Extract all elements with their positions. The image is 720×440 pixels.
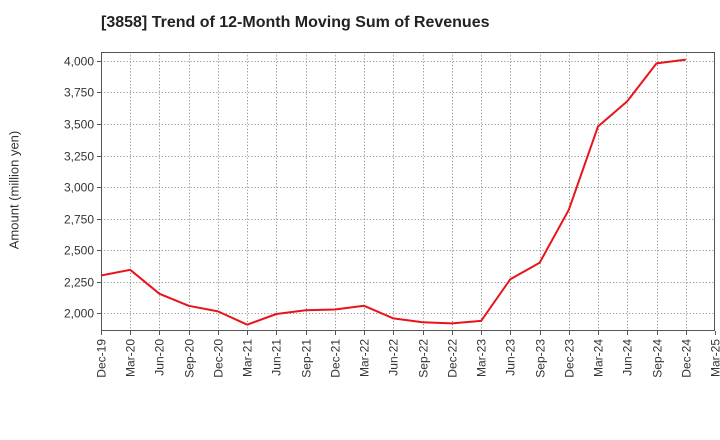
x-tick-label: Jun-21 [270, 339, 284, 376]
y-tick-label: 2,000 [64, 307, 94, 321]
x-tick-label: Dec-20 [212, 339, 226, 378]
x-tick-label: Mar-24 [592, 339, 606, 377]
x-tick-label: Sep-20 [183, 339, 197, 378]
x-tick-label: Sep-23 [534, 339, 548, 378]
y-tick-label: 2,750 [64, 213, 94, 227]
x-tick-label: Mar-22 [358, 339, 372, 377]
y-tick-label: 4,000 [64, 55, 94, 69]
x-tick-label: Sep-22 [417, 339, 431, 378]
x-tick-label: Jun-22 [387, 339, 401, 376]
x-tick-label: Dec-24 [680, 339, 694, 378]
series-line [100, 58, 686, 326]
x-tick-label: Sep-24 [651, 339, 665, 378]
x-tick-label: Dec-22 [446, 339, 460, 378]
x-tick-label: Sep-21 [300, 339, 314, 378]
x-tick-label: Jun-23 [504, 339, 518, 376]
y-tick-label: 3,750 [64, 86, 94, 100]
x-tick-label: Dec-23 [563, 339, 577, 378]
y-tick-label: 2,250 [64, 276, 94, 290]
y-tick-label: 3,500 [64, 118, 94, 132]
grid-lines [101, 52, 715, 331]
x-tick-label: Jun-24 [621, 339, 635, 376]
x-tick-label: Mar-25 [709, 339, 720, 377]
x-tick-label: Jun-20 [153, 339, 167, 376]
y-tick-label: 3,250 [64, 150, 94, 164]
series-layer [100, 58, 686, 326]
x-tick-label: Mar-23 [475, 339, 489, 377]
plot-area-frame [101, 52, 715, 331]
y-axis-ticks: 2,000 2,250 2,500 2,750 3,000 3,250 3,500 3,750… [64, 55, 101, 321]
x-tick-label: Mar-20 [124, 339, 138, 377]
x-tick-label: Dec-19 [95, 339, 109, 378]
x-axis-ticks: Dec-19 Mar-20 Jun-20 Sep-20 Dec-20 Mar-21 Jun-… [95, 331, 720, 378]
y-tick-label: 3,000 [64, 181, 94, 195]
chart-title: [3858] Trend of 12-Month Moving Sum of R… [101, 14, 490, 31]
x-tick-label: Dec-21 [329, 339, 343, 378]
x-tick-label: Mar-21 [241, 339, 255, 377]
y-tick-label: 2,500 [64, 244, 94, 258]
